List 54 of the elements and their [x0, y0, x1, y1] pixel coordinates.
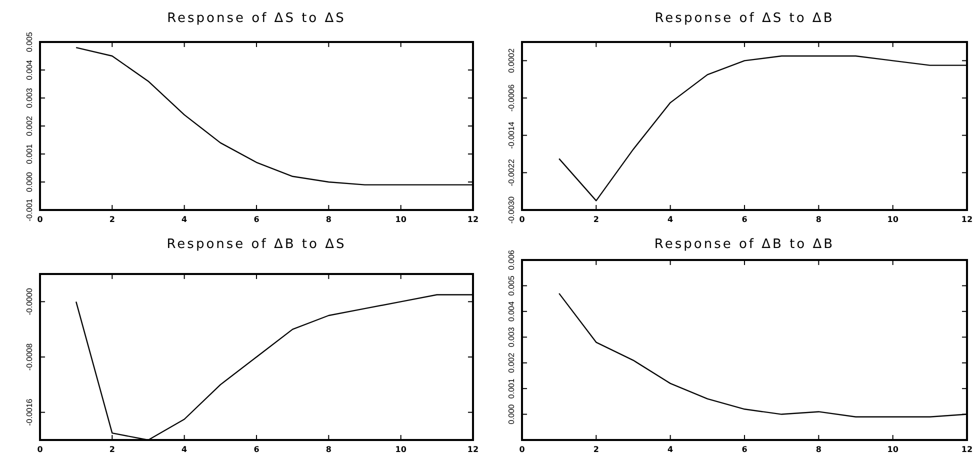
x-tick-label: 4	[182, 445, 188, 454]
x-tick-label: 2	[593, 445, 599, 454]
x-tick-label: 10	[395, 215, 407, 224]
y-tick-label: 0.001	[507, 378, 516, 399]
x-tick-label: 6	[254, 445, 260, 454]
x-tick-label: 2	[109, 445, 115, 454]
x-tick-label: 12	[467, 215, 479, 224]
x-tick-label: 0	[37, 215, 44, 224]
x-tick-label: 0	[519, 215, 526, 224]
y-tick-label: -0.001	[25, 198, 34, 222]
chart-title: Response of ΔS to ΔB	[654, 11, 834, 26]
y-tick-label: 0.002	[25, 115, 34, 136]
y-tick-label: 0.003	[507, 326, 516, 348]
y-tick-label: 0.000	[507, 404, 516, 424]
y-tick-label: -0.0022	[507, 158, 516, 186]
chart-title: Response of ΔB to ΔS	[166, 237, 346, 252]
y-tick-label: 0.001	[25, 143, 34, 164]
y-tick-label: 0.0002	[507, 48, 516, 73]
y-tick-label: -0.0006	[507, 84, 516, 112]
x-tick-label: 4	[182, 215, 188, 224]
x-tick-label: 4	[668, 445, 674, 454]
x-tick-label: 0	[37, 445, 44, 454]
y-tick-label: -0.0014	[507, 121, 516, 149]
y-tick-label: 0.002	[507, 352, 516, 373]
y-tick-label: 0.004	[25, 59, 34, 80]
x-tick-label: 8	[326, 445, 332, 454]
y-tick-label: -0.0000	[25, 288, 34, 316]
x-tick-label: 6	[742, 445, 748, 454]
x-tick-label: 8	[816, 215, 822, 224]
x-tick-label: 10	[395, 445, 407, 454]
x-tick-label: 12	[467, 445, 479, 454]
y-tick-label: 0.003	[25, 87, 34, 108]
y-tick-label: 0.000	[25, 171, 34, 192]
x-tick-label: 10	[887, 445, 899, 454]
x-tick-label: 0	[519, 445, 526, 454]
y-tick-label: 0.006	[507, 249, 516, 270]
x-tick-label: 8	[326, 215, 332, 224]
x-tick-label: 8	[816, 445, 822, 454]
y-tick-label: -0.0030	[507, 196, 516, 224]
y-tick-label: 0.004	[507, 300, 516, 322]
x-tick-label: 12	[961, 445, 973, 454]
x-tick-label: 10	[887, 215, 899, 224]
y-tick-label: 0.005	[507, 275, 516, 296]
chart-title: Response of ΔS to ΔS	[167, 11, 346, 26]
y-tick-label: 0.005	[25, 31, 34, 52]
x-tick-label: 4	[668, 215, 674, 224]
x-tick-label: 12	[961, 215, 973, 224]
y-tick-label: -0.0008	[25, 342, 34, 371]
y-tick-label: -0.0016	[25, 398, 34, 426]
x-tick-label: 6	[742, 215, 748, 224]
x-tick-label: 2	[593, 215, 599, 224]
x-tick-label: 6	[254, 215, 260, 224]
chart-title: Response of ΔB to ΔB	[654, 237, 835, 252]
x-tick-label: 2	[109, 215, 115, 224]
